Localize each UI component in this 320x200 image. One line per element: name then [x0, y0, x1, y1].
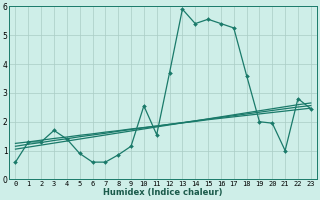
X-axis label: Humidex (Indice chaleur): Humidex (Indice chaleur) — [103, 188, 223, 197]
